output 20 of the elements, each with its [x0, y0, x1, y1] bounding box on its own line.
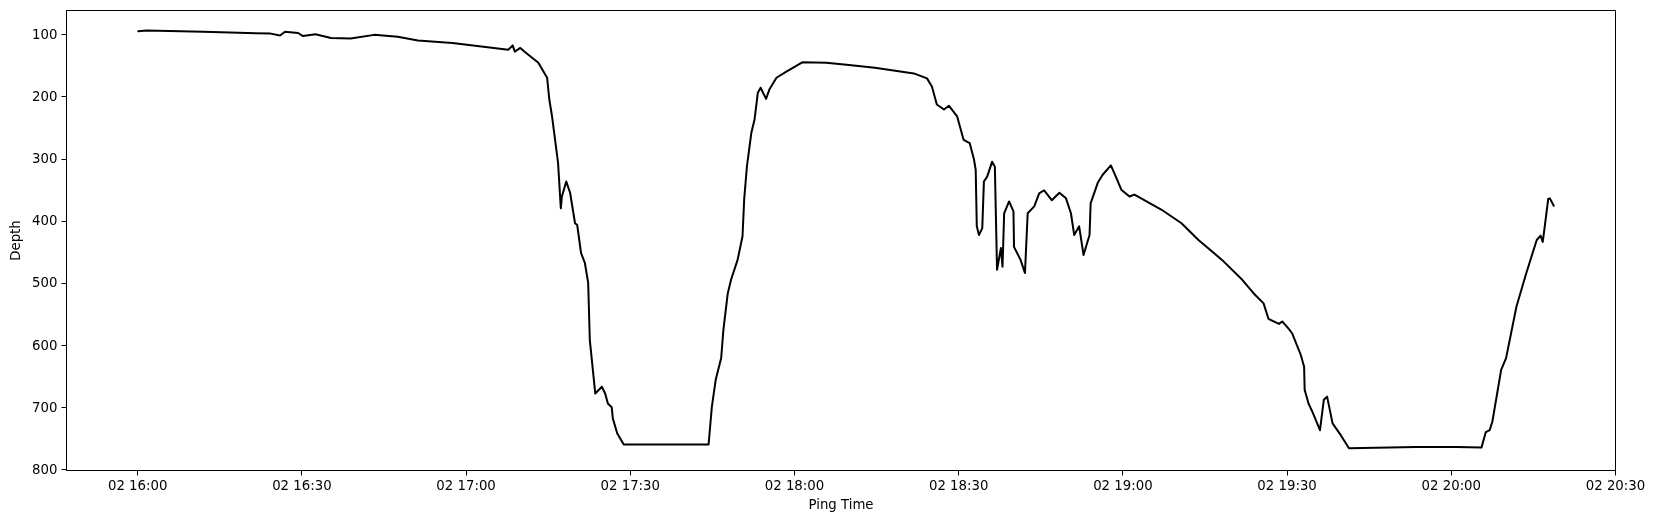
x-tick-label: 02 20:00 — [1421, 477, 1482, 493]
y-tick-label: 300 — [32, 151, 58, 167]
x-tick-label: 02 18:00 — [764, 477, 825, 493]
x-tick-label: 02 20:30 — [1585, 477, 1646, 493]
y-tick-label: 400 — [32, 213, 58, 229]
x-tick-label: 02 17:00 — [436, 477, 496, 493]
x-axis-title: Ping Time — [808, 496, 874, 512]
y-tick-label: 100 — [32, 26, 58, 42]
x-tick-label: 02 18:30 — [928, 477, 989, 493]
x-tick-label: 02 19:30 — [1257, 477, 1317, 493]
x-tick-label: 02 17:30 — [600, 477, 660, 493]
x-tick-label: 02 16:30 — [272, 477, 332, 493]
x-tick-label: 02 16:00 — [107, 477, 168, 493]
y-axis-title: Depth — [8, 220, 24, 261]
y-tick-label: 200 — [32, 88, 58, 104]
y-tick-label: 700 — [32, 399, 58, 415]
y-tick-label: 500 — [32, 275, 58, 291]
y-tick-label: 600 — [32, 337, 58, 353]
x-tick-label: 02 19:00 — [1093, 477, 1153, 493]
y-tick-label: 800 — [32, 461, 58, 477]
